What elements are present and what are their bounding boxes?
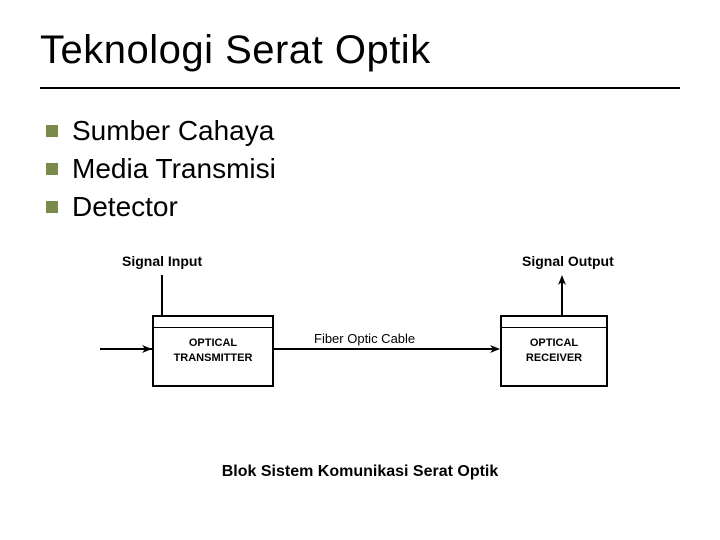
- list-item: Sumber Cahaya: [46, 115, 680, 147]
- box-inner-rule: [154, 327, 272, 328]
- bullet-list: Sumber Cahaya Media Transmisi Detector: [40, 115, 680, 223]
- bullet-label: Detector: [72, 191, 178, 223]
- box-label-line1: OPTICAL: [530, 336, 578, 351]
- box-inner-rule: [502, 327, 606, 328]
- square-bullet-icon: [46, 201, 58, 213]
- diagram-caption: Blok Sistem Komunikasi Serat Optik: [40, 463, 680, 481]
- bullet-label: Sumber Cahaya: [72, 115, 274, 147]
- optical-transmitter-box: OPTICAL TRANSMITTER: [152, 315, 274, 387]
- square-bullet-icon: [46, 125, 58, 137]
- title-rule: [40, 87, 680, 89]
- bullet-label: Media Transmisi: [72, 153, 276, 185]
- list-item: Media Transmisi: [46, 153, 680, 185]
- page-title: Teknologi Serat Optik: [40, 28, 680, 73]
- square-bullet-icon: [46, 163, 58, 175]
- block-diagram: Signal Input Signal Output Fiber Optic C…: [80, 253, 640, 423]
- fiber-cable-label: Fiber Optic Cable: [314, 331, 415, 346]
- list-item: Detector: [46, 191, 680, 223]
- box-label-line2: RECEIVER: [526, 351, 582, 366]
- signal-output-label: Signal Output: [522, 253, 614, 269]
- slide: Teknologi Serat Optik Sumber Cahaya Medi…: [0, 0, 720, 540]
- optical-receiver-box: OPTICAL RECEIVER: [500, 315, 608, 387]
- box-label-line1: OPTICAL: [189, 336, 237, 351]
- signal-input-label: Signal Input: [122, 253, 202, 269]
- box-label-line2: TRANSMITTER: [174, 351, 253, 366]
